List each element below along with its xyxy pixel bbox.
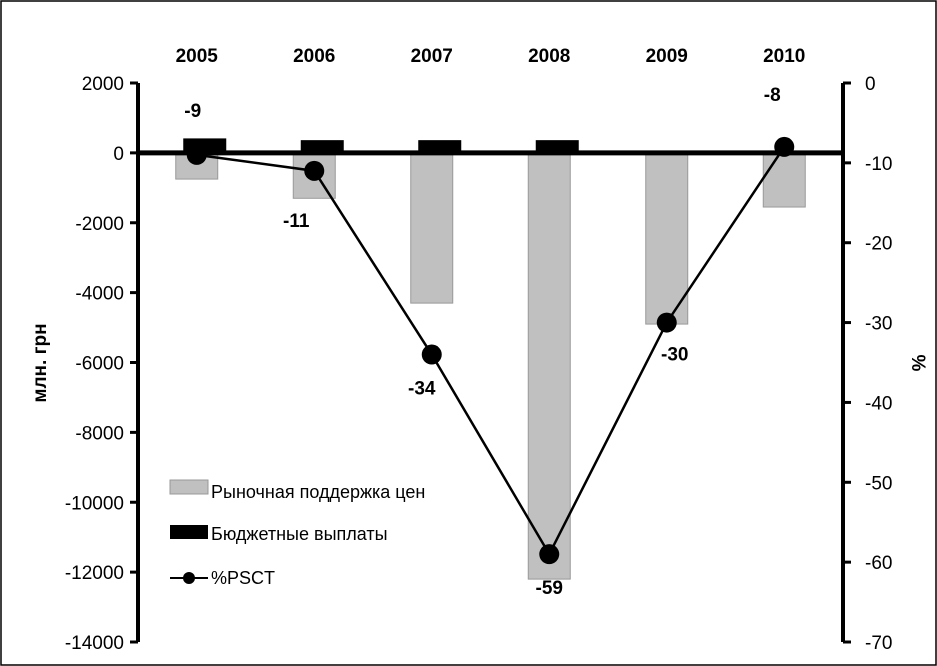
psct-label-2007: -34	[408, 379, 436, 400]
category-label-2005: 2005	[176, 46, 219, 67]
category-label-2009: 2009	[646, 46, 688, 67]
psct-point-2010	[774, 136, 795, 157]
psct-point-2005	[186, 144, 207, 165]
y2-axis-title: %	[907, 355, 928, 372]
left-tick-label: -14000	[65, 633, 124, 654]
left-tick-label: -8000	[75, 423, 124, 444]
bar-market-2010	[762, 152, 806, 208]
left-tick-label: 0	[113, 144, 124, 165]
y-axis-title: млн. грн	[30, 323, 51, 402]
data-labels: -9 -11 -34 -59 -30 -8	[184, 85, 780, 599]
psct-point-2008	[539, 544, 560, 565]
left-tick-label: -10000	[65, 493, 124, 514]
right-tick-label: -60	[865, 553, 892, 574]
legend-marker-psct	[183, 572, 195, 584]
psct-label-2008: -59	[536, 578, 563, 599]
right-tick-label: -40	[865, 393, 892, 414]
bar-market-2007	[410, 152, 454, 304]
legend-label-psct: %PSCT	[211, 568, 275, 588]
legend-label-budget: Бюджетные выплаты	[211, 524, 388, 544]
right-tick-label: -70	[865, 633, 892, 654]
psct-label-2009: -30	[661, 345, 688, 366]
left-tick-label: 2000	[82, 74, 124, 95]
left-tick-label: -4000	[75, 284, 124, 305]
psct-point-2009	[656, 312, 677, 333]
psct-label-2010: -8	[764, 85, 781, 106]
psct-point-2006	[304, 160, 325, 181]
right-axis: 0 -10 -20 -30 -40 -50 -60 -70	[841, 74, 892, 654]
left-tick-label: -2000	[75, 214, 124, 235]
psct-label-2006: -11	[283, 211, 310, 232]
left-tick-label: -6000	[75, 354, 124, 375]
category-label-2006: 2006	[293, 46, 335, 67]
bar-market-2009	[645, 152, 689, 325]
category-label-2007: 2007	[411, 46, 453, 67]
bars	[175, 138, 806, 580]
legend: Рыночная поддержка цен Бюджетные выплаты…	[169, 479, 425, 588]
category-labels: 2005 2006 2007 2008 2009 2010	[176, 46, 806, 67]
legend-label-market: Рыночная поддержка цен	[211, 482, 425, 502]
category-label-2008: 2008	[528, 46, 570, 67]
psct-line	[186, 136, 795, 565]
right-tick-label: -50	[865, 473, 892, 494]
right-tick-label: -30	[865, 314, 892, 335]
psct-polyline	[196, 146, 786, 557]
category-label-2010: 2010	[763, 46, 805, 67]
legend-swatch-budget	[170, 525, 208, 539]
left-axis: 2000 0 -2000 -4000 -6000 -8000 -10000 -12000 -14…	[65, 74, 140, 654]
right-tick-label: -10	[865, 154, 892, 175]
left-tick-label: -12000	[65, 563, 124, 584]
legend-swatch-market	[169, 479, 209, 495]
psct-label-2005: -9	[184, 101, 201, 122]
right-tick-label: -20	[865, 234, 892, 255]
psct-point-2007	[421, 344, 442, 365]
right-tick-label: 0	[865, 74, 876, 95]
bar-market-2008	[527, 152, 571, 580]
